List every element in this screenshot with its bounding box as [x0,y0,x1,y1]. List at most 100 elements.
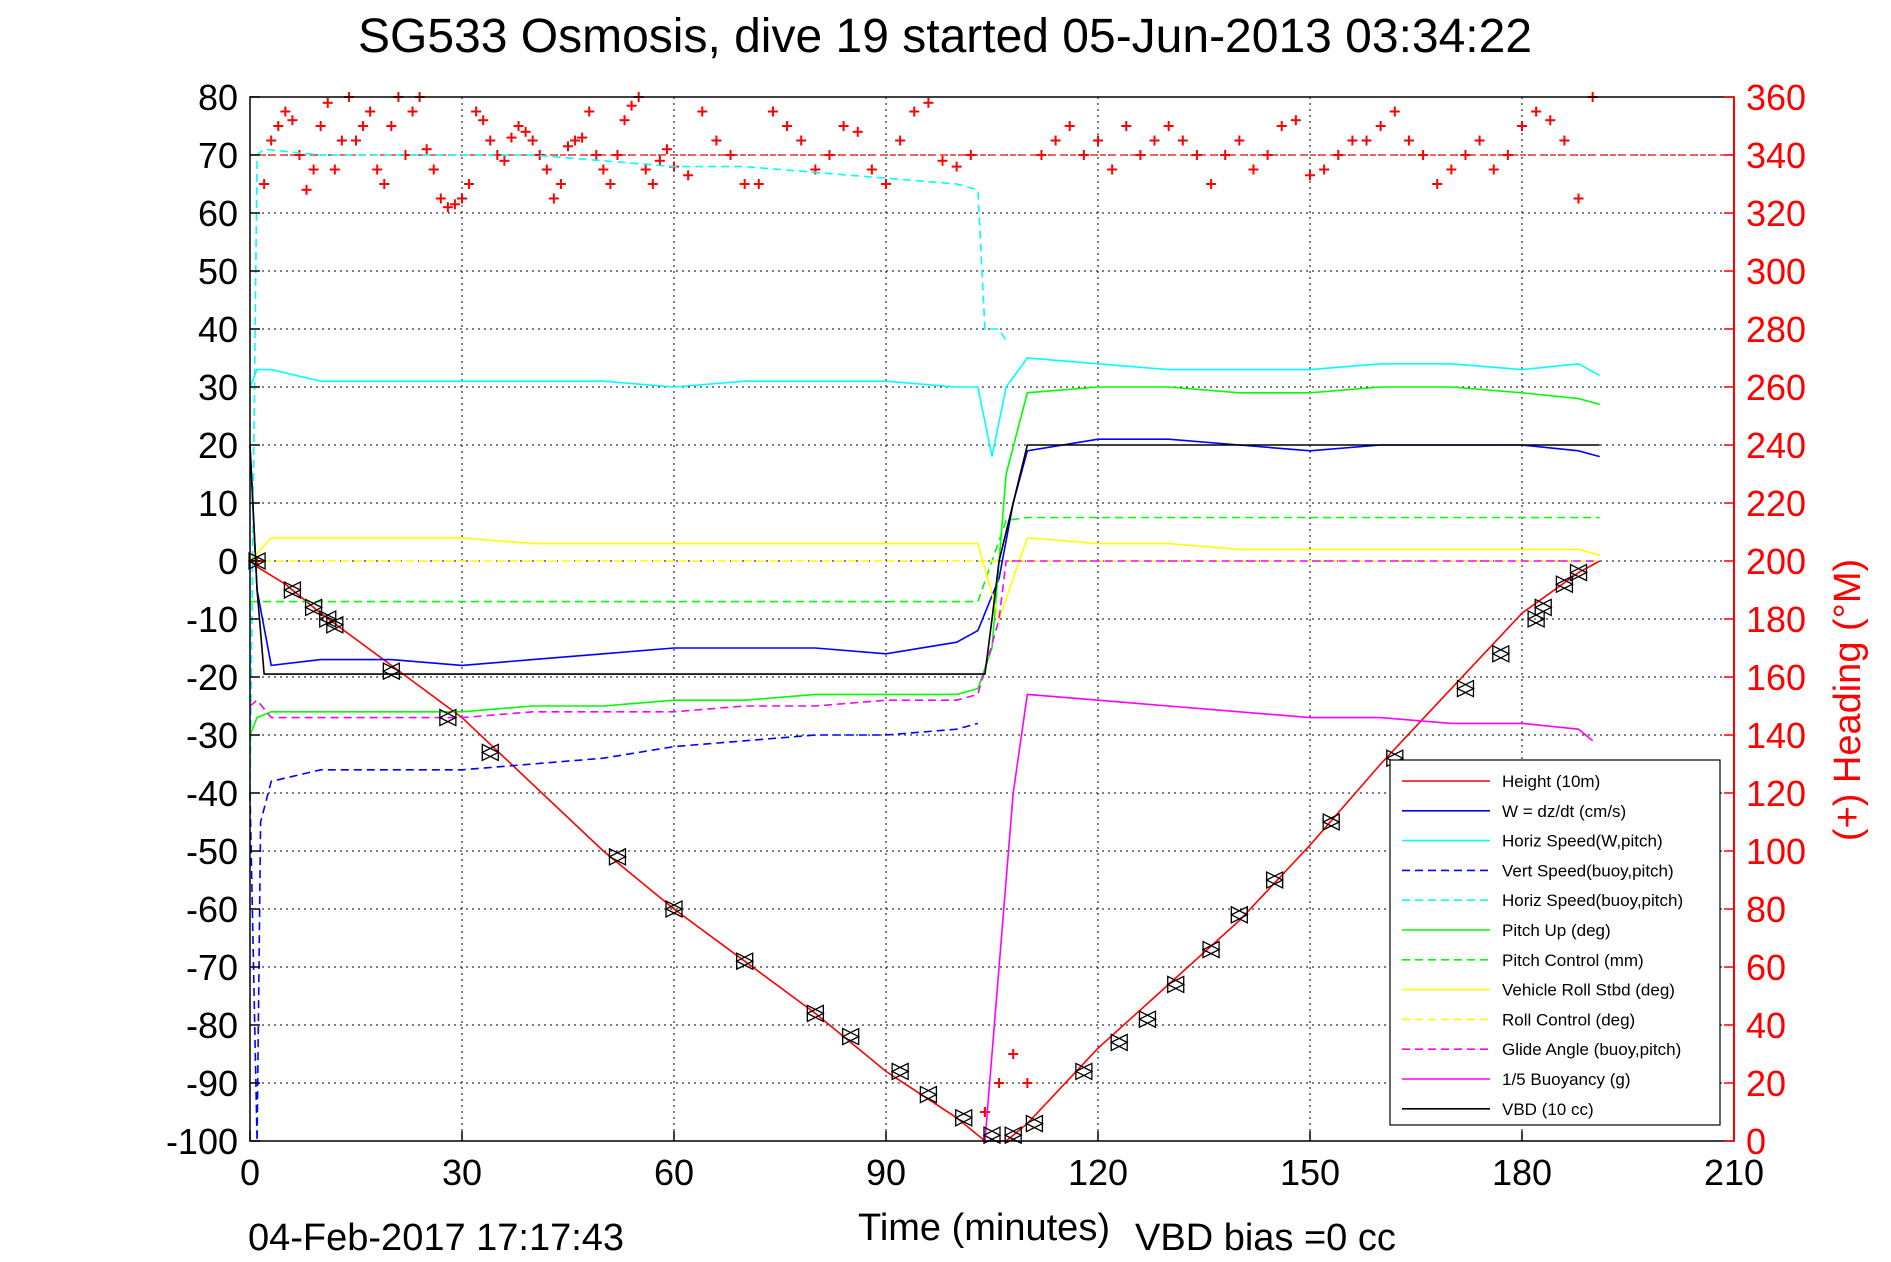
y-tick-label: 80 [198,77,238,118]
heading-marker [1531,106,1542,117]
x-axis-label: Time (minutes) [858,1207,1110,1249]
heading-marker [499,155,510,166]
heading-marker [1177,135,1188,146]
heading-marker [379,179,390,189]
y-tick-label: -20 [186,657,238,698]
triangle-marker-left [1456,679,1475,698]
heading-marker [527,135,538,146]
heading-marker [329,164,340,175]
heading-marker [1474,135,1485,146]
heading-marker [1517,121,1527,131]
heading-marker [994,1078,1005,1088]
legend-label: VBD (10 cc) [1502,1100,1594,1119]
triangle-marker-left [438,708,457,727]
y-tick-label: 0 [218,541,238,582]
heading-marker [1050,135,1061,146]
heading-marker [294,150,305,160]
triangle-marker-left [1109,1033,1128,1052]
y-right-tick-label: 240 [1746,425,1806,466]
y-tick-label: 50 [198,251,238,292]
triangle-marker-left [608,847,627,866]
triangle-marker [1533,598,1553,617]
heading-marker [824,150,835,160]
triangle-marker-left [1024,1114,1044,1133]
heading-marker [683,170,694,181]
triangle-marker [438,708,458,727]
heading-marker [1389,106,1400,117]
y-tick-label: -40 [186,773,238,814]
triangle-marker [841,1027,861,1046]
triangle-marker-left [664,899,683,919]
heading-marker [315,121,326,131]
triangle-marker-left [954,1108,973,1127]
triangle-marker [1491,644,1511,663]
triangle-marker-left [1229,905,1248,924]
y-tick-label: 20 [198,425,238,466]
y-right-tick-label: 260 [1746,367,1806,408]
heading-marker [1078,150,1089,160]
triangle-marker-left [1074,1062,1093,1081]
y-right-tick-label: 160 [1746,657,1806,698]
heading-marker [1333,150,1344,160]
series-line-1-5-buoyancy-g- [984,693,1594,1142]
heading-marker [577,132,588,143]
heading-marker [895,135,906,146]
heading-marker [1276,121,1287,131]
heading-markers [250,92,1734,1117]
heading-marker [407,106,418,117]
triangle-marker [304,598,324,617]
heading-marker [739,179,750,189]
heading-marker [287,115,298,126]
legend-label: Roll Control (deg) [1502,1010,1635,1029]
y-right-tick-label: 40 [1746,1005,1786,1046]
x-tick-label: 210 [1704,1152,1764,1193]
heading-marker [280,106,291,117]
heading-marker [1488,164,1499,175]
y-right-tick-label: 100 [1746,831,1806,872]
legend-label: Vehicle Roll Stbd (deg) [1502,981,1675,1000]
heading-marker [471,106,482,117]
triangle-marker [805,1004,825,1023]
heading-marker [619,115,630,126]
heading-marker [598,164,609,175]
triangle-marker [608,847,627,866]
triangle-marker-left [1554,575,1574,594]
triangle-marker [1074,1062,1094,1081]
heading-marker [555,179,566,189]
heading-marker [570,135,581,146]
heading-marker [1149,135,1160,146]
triangle-marker-left [318,609,337,629]
y-tick-label: -80 [186,1005,238,1046]
x-tick-label: 0 [240,1152,260,1193]
heading-marker [548,193,559,204]
heading-marker [796,135,807,146]
y-right-tick-label: 140 [1746,715,1806,756]
heading-marker [1305,170,1315,181]
heading-marker [520,126,531,137]
y-axis-left-ticks: 80 70 60 50 40 30 20 10 0 -10 -20 -30 -40 -50 -60 -70 -8… [166,77,260,1162]
heading-marker [1262,150,1273,160]
heading-marker [1403,135,1414,146]
y-right-tick-label: 120 [1746,773,1806,814]
triangle-marker-left [1569,563,1588,582]
heading-marker [1036,150,1047,160]
heading-marker [753,179,764,189]
triangle-marker [1109,1033,1129,1052]
y-tick-label: -100 [166,1121,238,1162]
heading-marker [464,179,475,189]
triangle-marker [1166,975,1186,994]
heading-marker [937,155,948,166]
y-right-tick-label: 340 [1746,135,1806,176]
heading-marker [259,179,270,189]
triangle-marker-left [982,1126,1001,1145]
triangle-marker [1456,679,1475,698]
series-line-horiz-speed-buoy-pitch- [249,148,1007,794]
heading-marker [661,144,672,155]
triangle-marker-left [805,1004,824,1023]
x-axis-ticks: 0 30 60 90 120 150 180 210 [240,1131,1764,1193]
x-tick-label: 120 [1068,1152,1128,1193]
y-axis-right-label: (+) Heading (°M) [1827,559,1869,841]
y-right-tick-label: 200 [1746,541,1806,582]
heading-marker [591,150,602,160]
